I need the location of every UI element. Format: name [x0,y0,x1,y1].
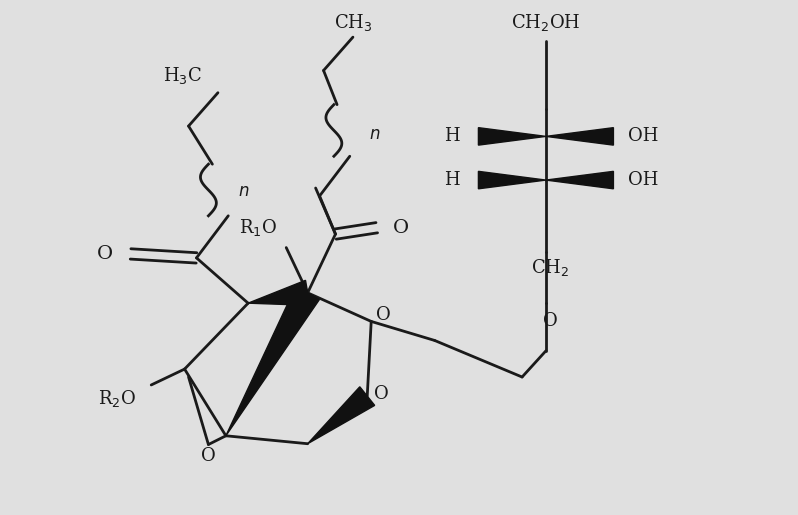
Text: O: O [201,447,215,465]
Text: O: O [543,313,557,331]
Text: CH$_2$: CH$_2$ [531,257,569,278]
Text: CH$_3$: CH$_3$ [334,12,372,33]
Text: O: O [393,219,409,237]
Text: H: H [444,127,460,145]
Text: H: H [444,171,460,189]
Text: R$_2$O: R$_2$O [98,388,136,409]
Text: OH: OH [627,127,658,145]
Text: CH$_2$OH: CH$_2$OH [512,12,581,33]
Polygon shape [479,128,546,145]
Text: OH: OH [627,171,658,189]
Polygon shape [479,171,546,189]
Text: R$_1$O: R$_1$O [239,217,277,238]
Text: $n$: $n$ [239,183,250,200]
Polygon shape [248,280,310,305]
Polygon shape [546,171,614,189]
Polygon shape [226,286,319,436]
Polygon shape [546,128,614,145]
Text: $n$: $n$ [369,126,381,143]
Text: O: O [97,245,113,263]
Text: O: O [374,386,389,403]
Polygon shape [308,387,375,444]
Text: H$_3$C: H$_3$C [164,65,203,85]
Text: O: O [376,306,390,324]
